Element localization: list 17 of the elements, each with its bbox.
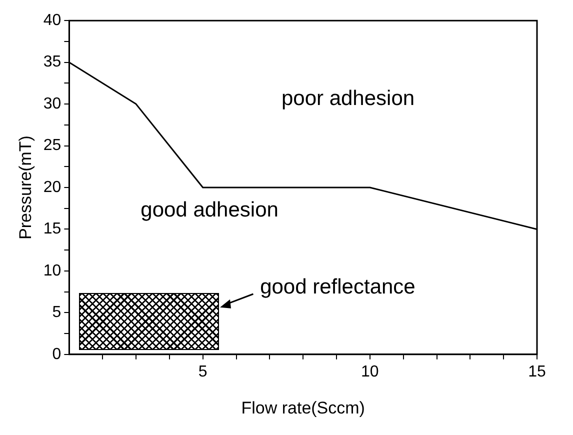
y-tick-label: 0 bbox=[52, 346, 62, 363]
y-tick-label: 5 bbox=[52, 304, 62, 322]
y-tick-label: 40 bbox=[43, 12, 62, 30]
y-tick-label: 25 bbox=[43, 137, 62, 154]
y-axis-title: Pressure(mT) bbox=[16, 136, 35, 240]
x-tick-label: 10 bbox=[361, 363, 379, 380]
x-tick-label: 5 bbox=[198, 363, 208, 380]
annotation: good reflectance bbox=[260, 275, 416, 298]
y-tick-label: 15 bbox=[43, 220, 62, 238]
y-tick-label: 30 bbox=[43, 95, 62, 112]
annotation: good adhesion bbox=[140, 198, 278, 222]
y-tick-label: 35 bbox=[43, 54, 62, 71]
y-tick-label: 20 bbox=[43, 178, 62, 196]
x-tick-label: 15 bbox=[528, 363, 546, 380]
annotation: poor adhesion bbox=[281, 87, 415, 110]
x-axis-title: Flow rate(Sccm) bbox=[241, 398, 365, 418]
y-tick-label: 10 bbox=[43, 262, 62, 280]
